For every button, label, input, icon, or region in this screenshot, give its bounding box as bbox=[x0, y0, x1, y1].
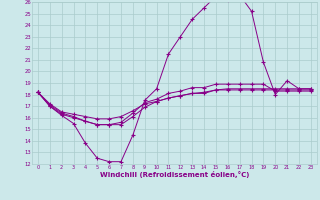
X-axis label: Windchill (Refroidissement éolien,°C): Windchill (Refroidissement éolien,°C) bbox=[100, 171, 249, 178]
